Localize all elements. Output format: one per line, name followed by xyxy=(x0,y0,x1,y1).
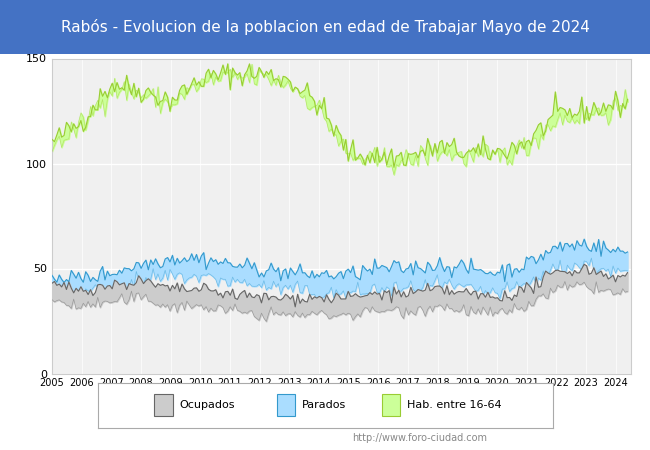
FancyBboxPatch shape xyxy=(382,394,400,416)
FancyBboxPatch shape xyxy=(278,394,295,416)
Text: Hab. entre 16-64: Hab. entre 16-64 xyxy=(407,400,502,410)
Text: http://www.foro-ciudad.com: http://www.foro-ciudad.com xyxy=(352,433,488,443)
Text: Ocupados: Ocupados xyxy=(179,400,235,410)
Text: Parados: Parados xyxy=(302,400,346,410)
Text: Rabós - Evolucion de la poblacion en edad de Trabajar Mayo de 2024: Rabós - Evolucion de la poblacion en eda… xyxy=(60,19,590,35)
FancyBboxPatch shape xyxy=(155,394,172,416)
